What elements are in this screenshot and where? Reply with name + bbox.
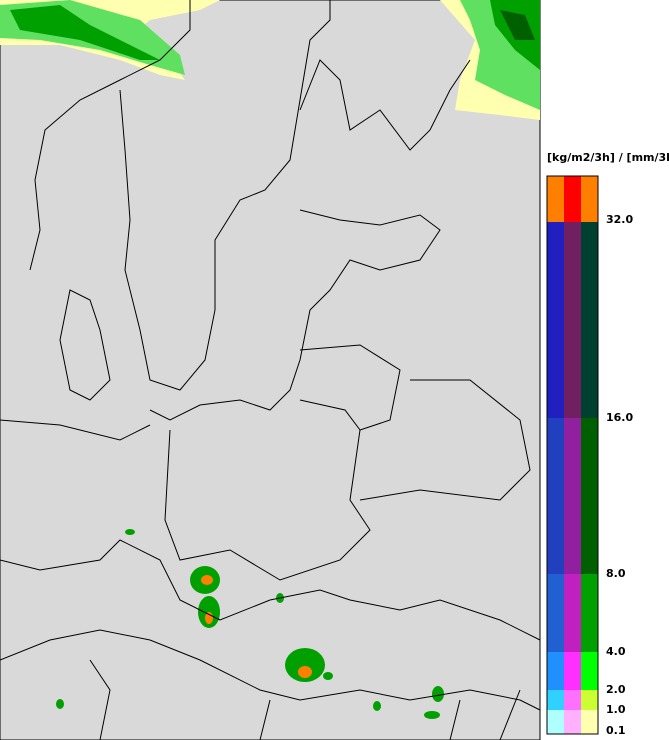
tick-label: 8.0 [606, 567, 626, 580]
tick-label: 16.0 [606, 411, 633, 424]
tick-label: 0.1 [606, 724, 626, 737]
legend-title: [kg/m2/3h] / [mm/3h] [547, 151, 669, 164]
precipitation [0, 0, 540, 719]
borders [0, 0, 541, 740]
tick-label: 1.0 [606, 703, 626, 716]
tick-label: 32.0 [606, 213, 633, 226]
map [0, 0, 541, 740]
tick-label: 2.0 [606, 683, 626, 696]
tick-label: 4.0 [606, 645, 626, 658]
legend: [kg/m2/3h] / [mm/3h] 32.0 16.0 8.0 4.0 2… [546, 151, 669, 737]
colorbar [546, 175, 599, 735]
